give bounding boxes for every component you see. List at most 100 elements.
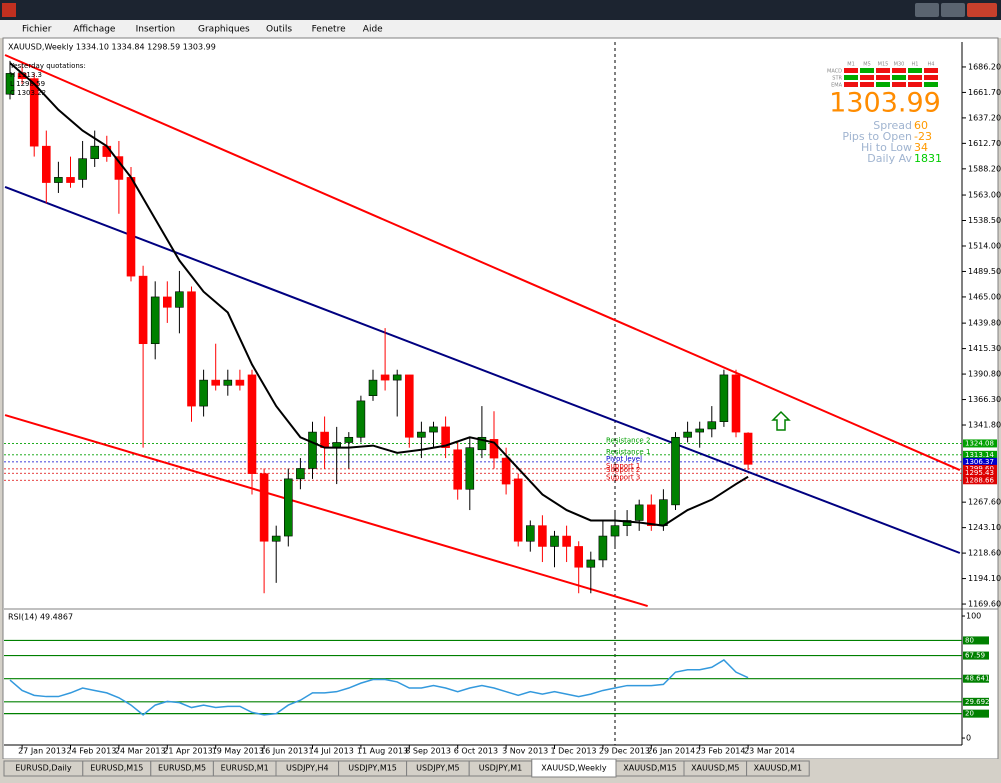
- tab-label[interactable]: USDJPY,M5: [416, 764, 460, 773]
- trend-line: [4, 185, 961, 554]
- menu-bar: [0, 20, 1001, 38]
- candle-body: [743, 432, 753, 465]
- signal-cell: [844, 75, 858, 80]
- signal-cell: [908, 75, 922, 80]
- y-tick-label: 1194.10: [968, 574, 1001, 583]
- indicator-label: EMA: [831, 83, 842, 89]
- signal-cell: [892, 75, 906, 80]
- candle-body: [78, 158, 87, 180]
- level-price-box: [963, 469, 997, 478]
- level-price-box: [963, 439, 997, 448]
- level-price-box: [963, 476, 997, 485]
- candle-body: [598, 535, 608, 561]
- candle-body: [368, 379, 378, 396]
- signal-cell: [892, 82, 906, 87]
- candle-body: [671, 436, 680, 506]
- buy-arrow: [771, 410, 791, 431]
- tab-label[interactable]: USDJPY,M15: [348, 764, 397, 773]
- candle-body: [634, 504, 644, 521]
- tab-label[interactable]: USDJPY,M1: [479, 764, 523, 773]
- tab-label[interactable]: XAUUSD,Weekly: [541, 764, 607, 773]
- candle-body: [550, 535, 559, 547]
- x-tick-label: 11 Aug 2013: [357, 747, 408, 756]
- y-tick-label: 1390.80: [968, 370, 1001, 379]
- moving-average-line: [9, 62, 749, 527]
- candle-body: [150, 296, 160, 345]
- quotation-line: L 1298.59: [10, 80, 45, 88]
- info-name: Spread: [873, 119, 912, 132]
- signal-cell: [924, 82, 938, 87]
- tab-label[interactable]: EURUSD,M15: [90, 764, 143, 773]
- menu-item[interactable]: Insertion: [136, 25, 176, 35]
- timeframe-label: M1: [847, 62, 855, 68]
- tab-label[interactable]: USDJPY,H4: [286, 764, 329, 773]
- minimize-button[interactable]: [915, 3, 939, 17]
- rsi-level-label: 29.692: [965, 698, 990, 706]
- level-price-label: 1313.14: [965, 451, 994, 459]
- x-tick-label: 19 May 2013: [212, 747, 264, 756]
- rsi-level-box: [963, 674, 989, 683]
- rsi-level-label: 20: [965, 710, 974, 718]
- tab[interactable]: [746, 760, 810, 777]
- maximize-button[interactable]: [941, 3, 965, 17]
- candle-body: [429, 426, 438, 433]
- candle-body: [283, 478, 293, 537]
- quotation-line: Yesterday quotations:: [9, 62, 86, 70]
- candle-body: [707, 421, 717, 430]
- menu-item[interactable]: Fichier: [22, 25, 52, 35]
- candle-body: [610, 525, 620, 537]
- quotation-line: H 1313.3: [10, 71, 42, 79]
- current-price: 1303.99: [829, 88, 941, 119]
- signal-cell: [876, 82, 890, 87]
- pivot-level-name: Support 3: [606, 473, 640, 481]
- level-price-label: 1306.37: [965, 458, 994, 466]
- signal-cell: [844, 82, 858, 87]
- tab-label[interactable]: EURUSD,Daily: [15, 764, 72, 773]
- candle-body: [441, 426, 450, 448]
- candle-body: [90, 145, 99, 159]
- candle-body: [731, 374, 741, 433]
- x-tick-label: 3 Nov 2013: [502, 747, 548, 756]
- tab-label[interactable]: EURUSD,M1: [221, 764, 269, 773]
- candle-body: [489, 439, 499, 459]
- rsi-level-box: [963, 697, 989, 706]
- rsi-tick-label: 100: [966, 612, 981, 621]
- rsi-level-box: [963, 636, 989, 645]
- signal-cell: [908, 82, 922, 87]
- candle-body: [404, 374, 414, 438]
- menu-item[interactable]: Graphiques: [198, 25, 250, 35]
- x-tick-label: 14 Jul 2013: [309, 747, 354, 756]
- menu-item[interactable]: Aide: [363, 25, 383, 35]
- chart-window: [2, 37, 999, 760]
- info-name: Hi to Low: [861, 141, 912, 154]
- close-button[interactable]: [967, 3, 997, 17]
- level-price-label: 1324.08: [965, 439, 994, 447]
- x-tick-label: 29 Dec 2013: [599, 747, 650, 756]
- candle-body: [695, 428, 705, 433]
- indicator-label: STR: [832, 76, 842, 82]
- title-bar: [0, 0, 1001, 20]
- info-value: 34: [914, 141, 928, 154]
- menu-item[interactable]: Outils: [266, 25, 292, 35]
- candle-body: [562, 535, 571, 547]
- y-tick-label: 1415.30: [968, 344, 1001, 353]
- tab-label[interactable]: EURUSD,M5: [158, 764, 206, 773]
- candle-body: [54, 177, 63, 183]
- candle-body: [29, 78, 39, 147]
- signal-cell: [860, 75, 874, 80]
- timeframe-label: M5: [863, 62, 871, 68]
- tab-label[interactable]: XAUUSD,M5: [691, 764, 739, 773]
- tab-label[interactable]: XAUUSD,M1: [754, 764, 802, 773]
- candle-body: [719, 374, 729, 422]
- pivot-level-name: Pivot level: [606, 455, 642, 463]
- menu-item[interactable]: Affichage: [73, 25, 116, 35]
- signal-cell: [844, 68, 858, 73]
- rsi-level-box: [963, 709, 989, 718]
- candle-body: [538, 525, 547, 547]
- tab-label[interactable]: XAUUSD,M15: [623, 764, 677, 773]
- menu-item[interactable]: Fenetre: [312, 25, 346, 35]
- y-tick-label: 1439.80: [968, 319, 1001, 328]
- candle-body: [574, 546, 584, 568]
- pivot-level-name: Support 2: [606, 466, 640, 474]
